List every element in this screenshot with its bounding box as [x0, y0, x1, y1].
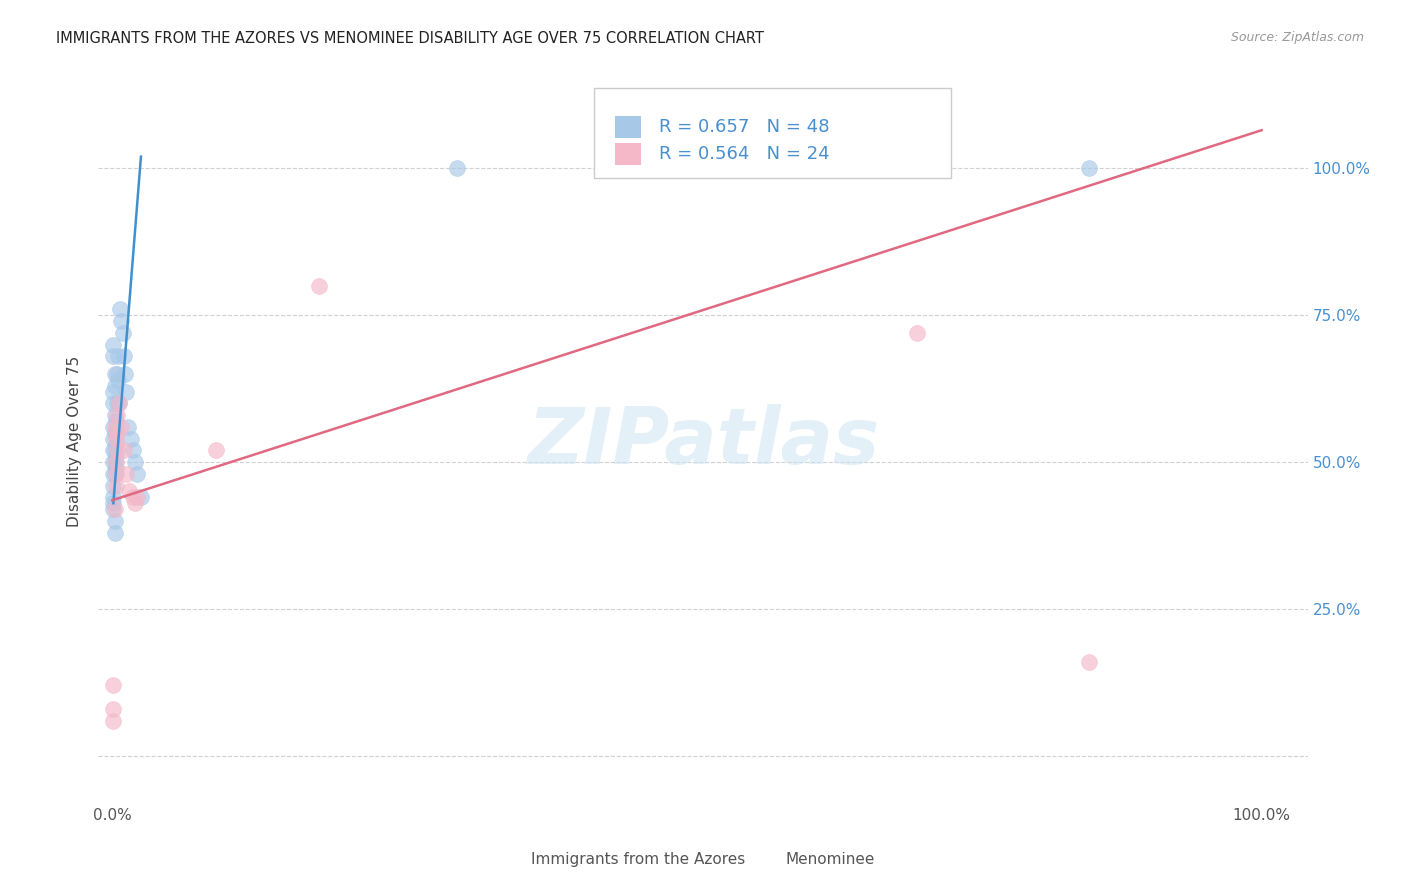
Point: [122, 443, 145, 458]
Point: [308, 278, 330, 293]
Point: [103, 420, 125, 434]
Point: [105, 443, 128, 458]
Point: [103, 384, 125, 399]
Point: [103, 443, 125, 458]
Point: [129, 491, 152, 505]
Point: [104, 449, 127, 463]
Point: [103, 502, 125, 516]
Point: [104, 414, 127, 428]
Text: R = 0.657   N = 48: R = 0.657 N = 48: [659, 119, 830, 136]
Point: [103, 502, 125, 516]
Point: [104, 432, 127, 446]
Point: [103, 714, 125, 728]
Point: [103, 455, 125, 469]
Point: [110, 302, 132, 317]
Point: [103, 678, 125, 692]
Point: [905, 326, 928, 340]
Point: [733, 161, 755, 176]
Point: [446, 161, 468, 176]
Point: [111, 326, 134, 340]
Point: [103, 702, 125, 716]
Point: [107, 373, 129, 387]
Point: [124, 496, 146, 510]
Point: [105, 425, 128, 440]
Point: [108, 396, 131, 410]
Y-axis label: Disability Age Over 75: Disability Age Over 75: [67, 356, 83, 527]
Point: [104, 425, 127, 440]
Point: [110, 314, 132, 328]
Point: [117, 420, 139, 434]
Point: [104, 467, 127, 481]
Point: [114, 367, 136, 381]
Point: [118, 484, 141, 499]
Point: [104, 478, 127, 492]
Point: [103, 378, 125, 392]
Point: [103, 337, 125, 351]
Point: [107, 350, 129, 364]
Point: [115, 467, 138, 481]
Point: [103, 478, 125, 492]
Point: [124, 455, 146, 469]
Point: [104, 461, 127, 475]
Point: [103, 514, 125, 528]
Point: [103, 467, 125, 481]
Point: [103, 420, 125, 434]
Point: [103, 443, 125, 458]
Point: [103, 467, 125, 481]
Point: [105, 367, 128, 381]
Point: [103, 455, 125, 469]
Point: [115, 384, 138, 399]
FancyBboxPatch shape: [595, 87, 950, 178]
Point: [103, 432, 125, 446]
Point: [103, 425, 125, 440]
Point: [103, 408, 125, 422]
Point: [204, 443, 226, 458]
Point: [1078, 655, 1101, 669]
Text: Menominee: Menominee: [785, 852, 875, 867]
Point: [103, 367, 125, 381]
FancyBboxPatch shape: [614, 116, 641, 138]
Point: [103, 396, 125, 410]
Text: IMMIGRANTS FROM THE AZORES VS MENOMINEE DISABILITY AGE OVER 75 CORRELATION CHART: IMMIGRANTS FROM THE AZORES VS MENOMINEE …: [56, 31, 763, 46]
Point: [127, 491, 149, 505]
Point: [112, 350, 135, 364]
FancyBboxPatch shape: [614, 143, 641, 165]
Point: [105, 408, 128, 422]
Point: [127, 467, 149, 481]
FancyBboxPatch shape: [751, 848, 778, 870]
Point: [104, 455, 127, 469]
Point: [103, 350, 125, 364]
Point: [103, 496, 125, 510]
Text: Immigrants from the Azores: Immigrants from the Azores: [531, 852, 745, 867]
Point: [104, 437, 127, 451]
Point: [928, 161, 950, 176]
Point: [103, 525, 125, 540]
Text: Source: ZipAtlas.com: Source: ZipAtlas.com: [1230, 31, 1364, 45]
FancyBboxPatch shape: [498, 848, 524, 870]
Text: R = 0.564   N = 24: R = 0.564 N = 24: [659, 145, 830, 163]
Point: [108, 396, 131, 410]
Point: [112, 443, 135, 458]
Point: [105, 396, 128, 410]
Point: [122, 491, 145, 505]
Point: [1078, 161, 1101, 176]
Text: ZIPatlas: ZIPatlas: [527, 403, 879, 480]
Point: [103, 491, 125, 505]
Point: [110, 420, 132, 434]
Point: [120, 432, 142, 446]
